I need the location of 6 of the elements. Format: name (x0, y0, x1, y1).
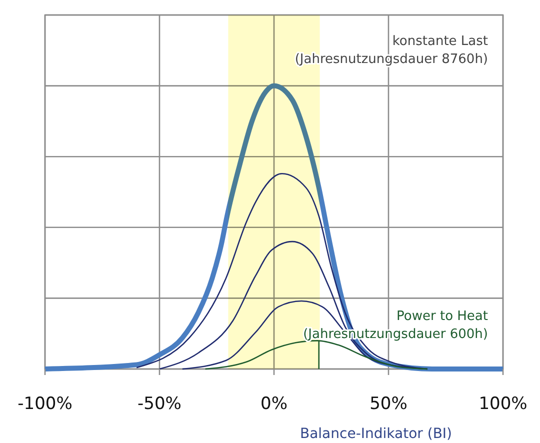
x-tick-label: -50% (138, 394, 182, 414)
x-tick-label: 0% (260, 394, 288, 414)
x-tick-label: 50% (370, 394, 408, 414)
x-tick-label: 100% (478, 394, 528, 414)
x-tick-label: -100% (18, 394, 72, 414)
x-axis-title: Balance-Indikator (BI) (300, 426, 452, 442)
